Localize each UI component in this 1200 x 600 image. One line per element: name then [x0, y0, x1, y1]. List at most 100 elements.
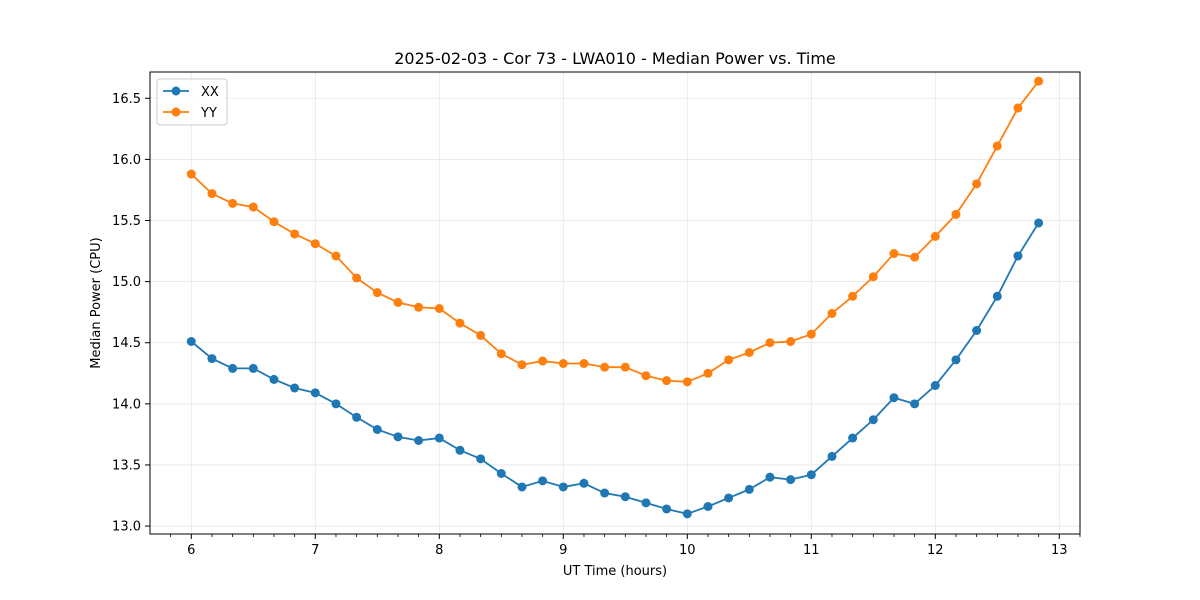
data-point-yy	[476, 330, 486, 340]
data-point-xx	[682, 509, 692, 519]
y-tick-label: 14.5	[112, 336, 141, 351]
data-point-xx	[786, 475, 796, 485]
data-point-xx	[455, 445, 465, 455]
data-point-xx	[517, 482, 527, 492]
data-point-xx	[806, 470, 816, 480]
data-point-yy	[786, 337, 796, 346]
data-point-yy	[889, 249, 899, 258]
data-point-xx	[765, 472, 775, 482]
data-point-yy	[558, 359, 568, 368]
data-point-yy	[186, 169, 196, 179]
legend-marker-xx	[171, 86, 181, 96]
data-point-yy	[331, 251, 341, 261]
data-point-xx	[496, 469, 506, 478]
data-point-xx	[868, 415, 878, 425]
data-point-yy	[1034, 76, 1044, 86]
data-point-yy	[393, 297, 403, 307]
y-tick-label: 14.0	[112, 397, 141, 412]
data-point-yy	[1013, 103, 1023, 113]
data-point-yy	[620, 362, 630, 372]
data-point-yy	[538, 356, 548, 366]
plot-area-frame	[149, 71, 1081, 535]
data-point-xx	[393, 432, 403, 442]
data-point-xx	[910, 399, 920, 409]
data-point-yy	[641, 371, 651, 381]
data-point-yy	[600, 362, 610, 372]
data-point-yy	[662, 376, 672, 386]
data-point-xx	[207, 354, 217, 364]
data-point-yy	[579, 359, 589, 368]
data-point-xx	[1034, 218, 1044, 228]
data-point-yy	[744, 348, 754, 357]
data-point-xx	[352, 412, 362, 422]
data-point-yy	[434, 304, 444, 313]
data-point-xx	[703, 502, 713, 511]
data-point-yy	[868, 272, 878, 282]
data-point-yy	[848, 291, 858, 301]
data-point-yy	[724, 355, 734, 365]
y-axis-label: Median Power (CPU)	[89, 237, 104, 368]
data-point-yy	[806, 329, 816, 339]
data-point-yy	[930, 231, 940, 241]
data-point-xx	[310, 388, 320, 398]
x-tick-label: 8	[435, 543, 443, 558]
x-tick-label: 9	[559, 543, 567, 558]
data-point-xx	[889, 393, 899, 403]
data-point-xx	[620, 492, 630, 502]
data-point-yy	[992, 141, 1002, 151]
plot-area-background	[150, 72, 1080, 534]
data-point-xx	[951, 355, 961, 365]
data-point-yy	[310, 239, 320, 249]
data-point-xx	[724, 493, 734, 503]
data-point-xx	[476, 454, 486, 464]
y-tick-label: 15.5	[112, 214, 141, 229]
x-tick-label: 10	[679, 543, 696, 558]
data-point-yy	[972, 179, 982, 189]
data-point-xx	[331, 399, 341, 409]
data-point-xx	[930, 381, 940, 390]
data-point-yy	[517, 360, 527, 370]
legend: XX YY	[156, 78, 228, 126]
data-point-xx	[558, 482, 568, 492]
data-point-yy	[455, 318, 465, 328]
data-point-xx	[248, 363, 258, 373]
data-point-yy	[269, 217, 279, 227]
data-point-xx	[1013, 251, 1023, 261]
y-tick-label: 16.0	[112, 153, 141, 168]
x-tick-label: 12	[927, 543, 944, 558]
axis-ticks: 6 7 8 9 10 11 12 13 13.0 13.5 14.0 14.5 15.0 15.5 16.0…	[112, 92, 1081, 558]
y-tick-label: 13.0	[112, 520, 141, 535]
x-tick-label: 13	[1051, 543, 1068, 558]
data-point-xx	[228, 363, 238, 373]
data-point-yy	[951, 209, 961, 219]
legend-label-yy: YY	[200, 106, 217, 121]
data-point-xx	[662, 504, 672, 514]
data-point-yy	[248, 202, 258, 212]
data-point-yy	[827, 308, 837, 318]
y-tick-label: 13.5	[112, 458, 141, 473]
chart-title: 2025-02-03 - Cor 73 - LWA010 - Median Po…	[394, 49, 836, 68]
legend-marker-yy	[171, 107, 181, 117]
data-point-xx	[269, 374, 279, 384]
data-point-yy	[207, 189, 217, 199]
data-point-xx	[972, 326, 982, 335]
data-point-xx	[290, 383, 300, 393]
data-point-yy	[372, 288, 382, 298]
data-point-xx	[372, 425, 382, 434]
series-layer	[186, 76, 1044, 519]
data-point-yy	[765, 338, 775, 348]
data-point-yy	[682, 377, 692, 387]
x-tick-label: 7	[311, 543, 319, 558]
data-point-xx	[641, 498, 651, 508]
data-point-xx	[538, 476, 548, 486]
data-point-yy	[228, 198, 238, 208]
data-point-xx	[434, 433, 444, 443]
x-tick-label: 6	[187, 543, 195, 558]
y-tick-label: 16.5	[112, 92, 141, 107]
data-point-xx	[414, 436, 424, 445]
data-point-xx	[827, 451, 837, 461]
data-point-yy	[703, 368, 713, 378]
data-point-xx	[848, 433, 858, 443]
data-point-yy	[910, 252, 920, 262]
